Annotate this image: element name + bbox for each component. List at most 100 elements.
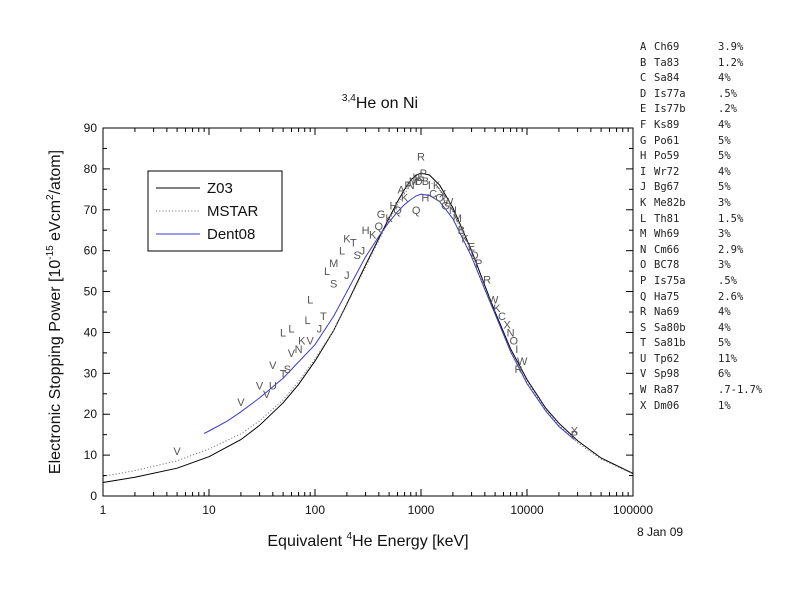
data-point-letter: K	[343, 233, 351, 245]
legend-label-dent08: Dent08	[207, 226, 255, 243]
data-point-letter: T	[280, 368, 287, 380]
data-point-letter: V	[269, 360, 277, 372]
reference-row: O BC78 3%	[640, 258, 762, 274]
data-point-letter: N	[507, 327, 515, 339]
y-tick-label: 40	[84, 325, 98, 339]
data-point-letter: N	[407, 180, 415, 192]
reference-error: .5%	[718, 274, 737, 287]
data-point-letter: B	[458, 225, 465, 237]
reference-code: Sa80b	[654, 321, 686, 334]
reference-error: 3.9%	[718, 41, 744, 53]
reference-error: 1.5%	[718, 212, 744, 225]
data-point-letter: V	[173, 446, 181, 458]
x-tick-label: 100000	[613, 503, 653, 517]
y-axis-label-pre: Electronic Stopping Power [10	[47, 260, 64, 474]
data-point-letter: J	[344, 270, 350, 282]
reference-row: W Ra87 .7-1.7%	[640, 383, 762, 399]
data-point-letter: H	[421, 193, 429, 205]
data-point-letter: S	[354, 250, 361, 262]
reference-letter: O	[640, 259, 647, 272]
data-point-letter: K	[401, 193, 409, 205]
data-point-letter: M	[409, 176, 418, 188]
data-point-letter: B	[422, 176, 429, 188]
data-point-letter: O	[509, 336, 518, 348]
data-point-letter: S	[330, 278, 337, 290]
data-point-letter: K	[412, 172, 420, 184]
reference-letter: X	[640, 399, 647, 412]
data-point-letter: T	[350, 237, 357, 249]
y-tick-label: 90	[84, 121, 98, 135]
series-line-mstar	[102, 178, 634, 477]
reference-error: 5%	[718, 181, 731, 194]
reference-code: BC78	[654, 259, 680, 272]
reference-row: C Sa84 4%	[640, 71, 762, 87]
reference-row: G Po61 5%	[640, 134, 762, 150]
reference-code: Wr72	[654, 165, 680, 178]
reference-code: Me82b	[654, 196, 686, 209]
data-point-letter: L	[307, 295, 313, 307]
data-point-letter: G	[377, 209, 386, 221]
x-axis-label-pre: Equivalent	[267, 533, 346, 550]
plot-frame	[102, 127, 634, 497]
reference-table: A Ch69 3.9% B Ta83 1.2% C Sa84 4% D Is77a .5% E Is77b…	[640, 40, 762, 414]
reference-error: 3%	[718, 196, 731, 209]
reference-row: I Wr72 4%	[640, 165, 762, 181]
data-point-letter: L	[324, 266, 330, 278]
data-point-letter: L	[280, 327, 286, 339]
reference-error: 1%	[718, 399, 731, 412]
x-axis-label: Equivalent 4He Energy [keV]	[267, 531, 468, 550]
reference-row: F Ks89 4%	[640, 118, 762, 134]
data-point-letter: Q	[412, 205, 421, 217]
reference-letter: L	[640, 212, 647, 225]
chart-title-text: He on Ni	[356, 95, 418, 112]
reference-letter: T	[640, 337, 647, 350]
reference-code: Is77a	[654, 87, 686, 100]
data-point-letter: P	[420, 168, 427, 180]
data-point-letter: X	[571, 426, 579, 438]
data-point-letter: J	[360, 246, 366, 258]
data-point-letter: R	[483, 274, 491, 286]
data-point-letter: E	[417, 172, 424, 184]
data-point-letter: U	[269, 381, 277, 393]
reference-error: 11%	[718, 352, 737, 365]
reference-code: Ta83	[654, 56, 680, 69]
y-tick-label: 50	[84, 285, 98, 299]
legend-label-mstar: MSTAR	[207, 203, 259, 220]
y-axis-label-sup2: 2	[45, 194, 56, 200]
reference-letter: G	[640, 134, 647, 147]
x-tick-label: 100	[305, 503, 325, 517]
legend-box	[147, 170, 283, 252]
data-point-letter: F	[404, 180, 411, 192]
reference-letter: N	[640, 243, 647, 256]
data-point-letter: V	[306, 336, 314, 348]
reference-row: U Tp62 11%	[640, 352, 762, 368]
reference-code: Th81	[654, 212, 680, 225]
reference-error: 4%	[718, 321, 731, 334]
reference-row: T Sa81b 5%	[640, 336, 762, 352]
data-point-letter: L	[339, 246, 345, 258]
y-axis-label-sup: -15	[45, 245, 56, 260]
data-point-letter: M	[453, 213, 462, 225]
reference-error: 4%	[718, 306, 731, 319]
reference-letter: S	[640, 321, 647, 334]
reference-code: Tp62	[654, 352, 680, 365]
reference-code: Cm66	[654, 243, 680, 256]
reference-error: .7-1.7%	[718, 384, 763, 397]
reference-code: Ks89	[654, 118, 680, 131]
data-point-letter: V	[288, 348, 296, 360]
reference-row: Q Ha75 2.6%	[640, 290, 762, 306]
x-tick-label: 10000	[510, 503, 544, 517]
reference-code: Dm06	[654, 399, 680, 412]
data-point-letter: P	[571, 430, 578, 442]
reference-error: 4%	[718, 72, 731, 85]
x-axis-label-sup: 4	[347, 531, 353, 542]
reference-row: J Bg67 5%	[640, 180, 762, 196]
reference-row: L Th81 1.5%	[640, 212, 762, 228]
chart-title: 3,4He on Ni	[342, 93, 418, 112]
data-point-letter: H	[390, 201, 398, 213]
data-point-letter: Q	[393, 205, 402, 217]
data-point-letter: V	[237, 397, 245, 409]
y-tick-label: 60	[84, 244, 98, 258]
reference-code: Sp98	[654, 368, 680, 381]
